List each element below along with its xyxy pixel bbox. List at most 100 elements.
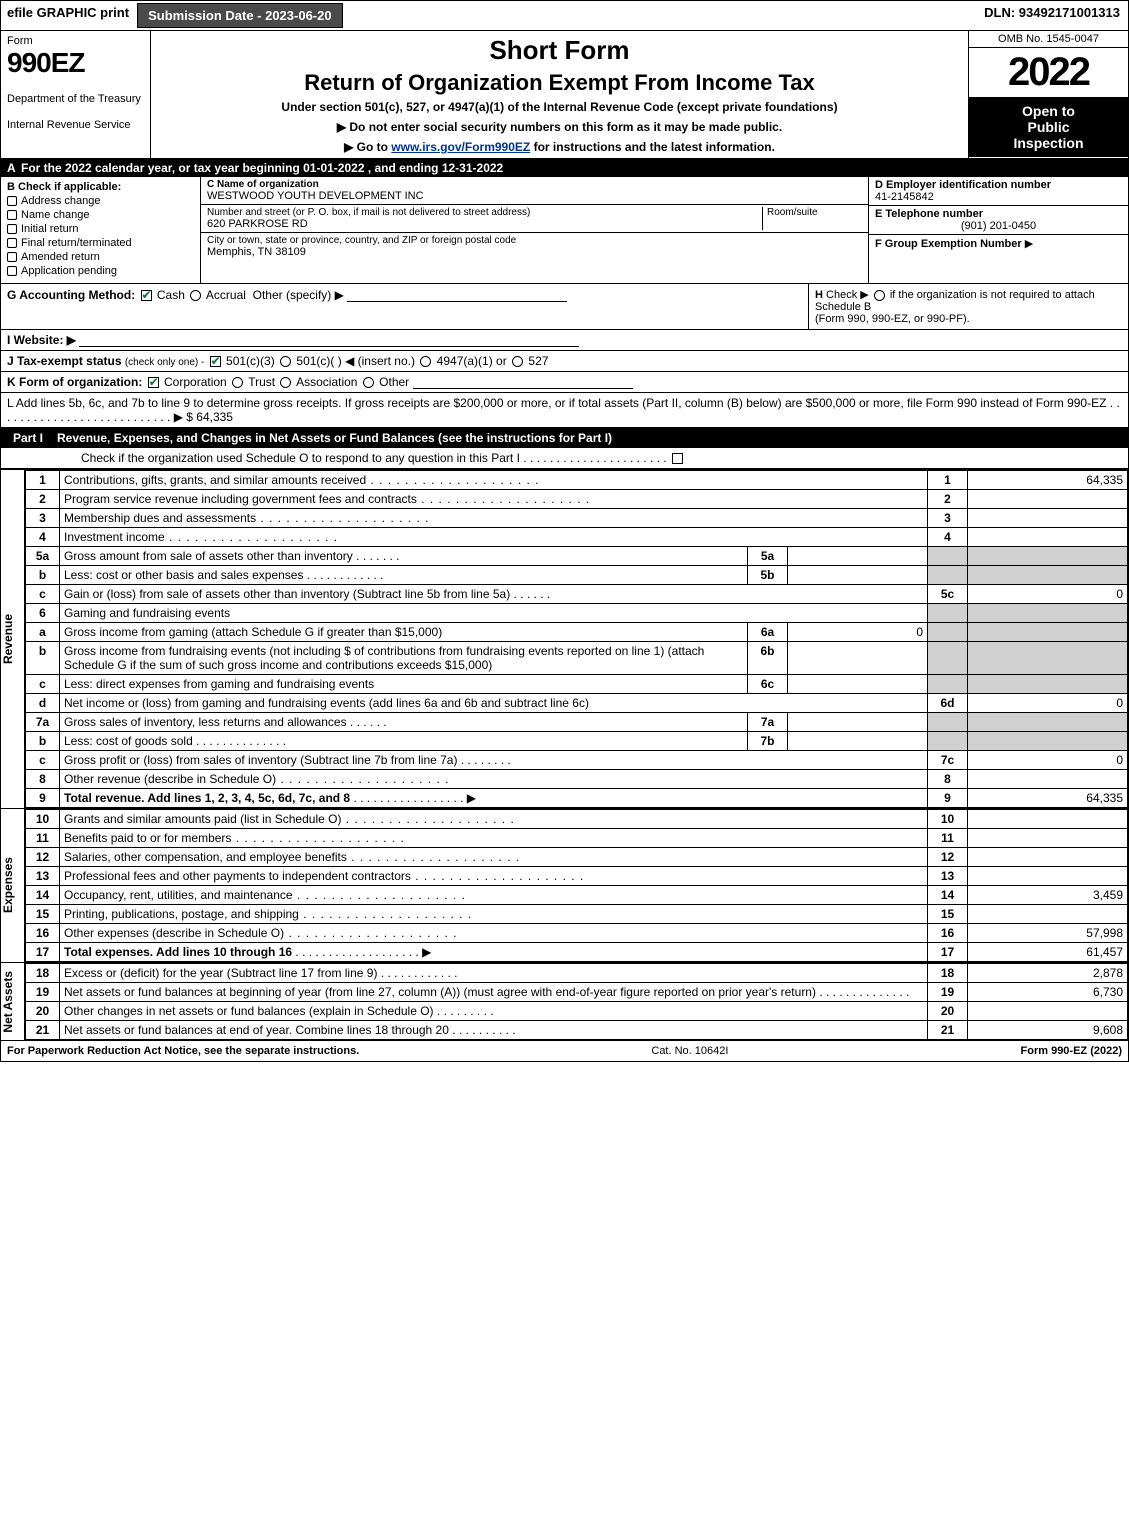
omb-number: OMB No. 1545-0047: [969, 31, 1128, 48]
rad-other-org[interactable]: [363, 377, 374, 388]
form-word: Form: [7, 35, 144, 47]
phone-label: E Telephone number: [875, 208, 1122, 220]
revenue-side-label: Revenue: [1, 470, 25, 808]
submission-date-button[interactable]: Submission Date - 2023-06-20: [137, 3, 343, 28]
part-1-label: Part I: [7, 431, 49, 445]
note-1: ▶ Do not enter social security numbers o…: [157, 120, 962, 134]
part-1-header: Part I Revenue, Expenses, and Changes in…: [1, 428, 1128, 448]
rad-accrual[interactable]: [190, 290, 201, 301]
other-specify-input[interactable]: [347, 288, 567, 302]
irs-link[interactable]: www.irs.gov/Form990EZ: [391, 140, 530, 154]
row-5c: cGain or (loss) from sale of assets othe…: [26, 585, 1128, 604]
cell-org-name: C Name of organization WESTWOOD YOUTH DE…: [201, 177, 868, 205]
city-label: City or town, state or province, country…: [207, 235, 516, 246]
topbar: efile GRAPHIC print Submission Date - 20…: [1, 1, 1128, 31]
chk-corporation[interactable]: [148, 377, 159, 388]
net-assets-side-label: Net Assets: [1, 963, 25, 1040]
k-label: K Form of organization:: [7, 375, 142, 389]
chk-address-change[interactable]: Address change: [7, 195, 194, 207]
expenses-table: 10Grants and similar amounts paid (list …: [25, 809, 1128, 962]
col-c: C Name of organization WESTWOOD YOUTH DE…: [201, 177, 868, 283]
row-i: I Website: ▶: [1, 330, 1128, 351]
other-org-input[interactable]: [413, 375, 633, 389]
group-exemption-arrow: ▶: [1025, 238, 1033, 250]
header-left: Form 990EZ Department of the Treasury In…: [1, 31, 151, 158]
row-l: L Add lines 5b, 6c, and 7b to line 9 to …: [1, 393, 1128, 428]
row-j: J Tax-exempt status (check only one) - 5…: [1, 351, 1128, 372]
row-1: 1Contributions, gifts, grants, and simil…: [26, 471, 1128, 490]
col-b: B Check if applicable: Address change Na…: [1, 177, 201, 283]
street-label: Number and street (or P. O. box, if mail…: [207, 207, 762, 218]
row-6a: aGross income from gaming (attach Schedu…: [26, 623, 1128, 642]
cell-phone: E Telephone number (901) 201-0450: [869, 206, 1128, 235]
website-input[interactable]: [79, 333, 579, 347]
rad-h[interactable]: [874, 290, 885, 301]
row-15: 15Printing, publications, postage, and s…: [26, 905, 1128, 924]
sub-title: Under section 501(c), 527, or 4947(a)(1)…: [157, 100, 962, 114]
chk-final-return[interactable]: Final return/terminated: [7, 237, 194, 249]
chk-name-change[interactable]: Name change: [7, 209, 194, 221]
rad-501c[interactable]: [280, 356, 291, 367]
row-6: 6Gaming and fundraising events: [26, 604, 1128, 623]
row-k: K Form of organization: Corporation Trus…: [1, 372, 1128, 393]
row-5b: bLess: cost or other basis and sales exp…: [26, 566, 1128, 585]
revenue-section: Revenue 1Contributions, gifts, grants, a…: [1, 469, 1128, 808]
row-13: 13Professional fees and other payments t…: [26, 867, 1128, 886]
form-number: 990EZ: [7, 47, 144, 79]
rad-527[interactable]: [512, 356, 523, 367]
expenses-side-label: Expenses: [1, 809, 25, 962]
row-18: 18Excess or (deficit) for the year (Subt…: [26, 964, 1128, 983]
row-19: 19Net assets or fund balances at beginni…: [26, 983, 1128, 1002]
i-label: I Website: ▶: [7, 333, 76, 347]
header-mid: Short Form Return of Organization Exempt…: [151, 31, 968, 158]
row-a: AFor the 2022 calendar year, or tax year…: [1, 159, 1128, 177]
row-16: 16Other expenses (describe in Schedule O…: [26, 924, 1128, 943]
dept-irs: Internal Revenue Service: [7, 119, 144, 131]
row-12: 12Salaries, other compensation, and empl…: [26, 848, 1128, 867]
room-label: Room/suite: [767, 207, 862, 218]
header-right: OMB No. 1545-0047 2022 Open to Public In…: [968, 31, 1128, 158]
row-7b: bLess: cost of goods sold . . . . . . . …: [26, 732, 1128, 751]
tax-year: 2022: [969, 48, 1128, 97]
city-value: Memphis, TN 38109: [207, 246, 516, 258]
col-d: D Employer identification number 41-2145…: [868, 177, 1128, 283]
group-exemption-label: F Group Exemption Number: [875, 238, 1022, 250]
row-7a: 7aGross sales of inventory, less returns…: [26, 713, 1128, 732]
chk-cash[interactable]: [141, 290, 152, 301]
org-name: WESTWOOD YOUTH DEVELOPMENT INC: [207, 190, 862, 202]
chk-schedule-o[interactable]: [672, 453, 683, 464]
rad-trust[interactable]: [232, 377, 243, 388]
inspect-2: Public: [973, 119, 1124, 135]
l-text: L Add lines 5b, 6c, and 7b to line 9 to …: [7, 396, 1106, 410]
row-2: 2Program service revenue including gover…: [26, 490, 1128, 509]
part-1-title: Revenue, Expenses, and Changes in Net As…: [57, 431, 612, 445]
chk-application-pending[interactable]: Application pending: [7, 265, 194, 277]
phone-value: (901) 201-0450: [875, 220, 1122, 232]
short-form-title: Short Form: [157, 35, 962, 66]
dept-treasury: Department of the Treasury: [7, 93, 144, 105]
chk-amended-return[interactable]: Amended return: [7, 251, 194, 263]
row-14: 14Occupancy, rent, utilities, and mainte…: [26, 886, 1128, 905]
row-9: 9Total revenue. Add lines 1, 2, 3, 4, 5c…: [26, 789, 1128, 808]
ein-value: 41-2145842: [875, 191, 1122, 203]
chk-501c3[interactable]: [210, 356, 221, 367]
expenses-section: Expenses 10Grants and similar amounts pa…: [1, 808, 1128, 962]
form-header: Form 990EZ Department of the Treasury In…: [1, 31, 1128, 159]
main-title: Return of Organization Exempt From Incom…: [157, 70, 962, 96]
rad-association[interactable]: [280, 377, 291, 388]
row-20: 20Other changes in net assets or fund ba…: [26, 1002, 1128, 1021]
row-6c: cLess: direct expenses from gaming and f…: [26, 675, 1128, 694]
footer: For Paperwork Reduction Act Notice, see …: [1, 1040, 1128, 1061]
cell-group-exemption: F Group Exemption Number ▶: [869, 235, 1128, 252]
footer-right: Form 990-EZ (2022): [1021, 1045, 1122, 1057]
form-container: efile GRAPHIC print Submission Date - 20…: [0, 0, 1129, 1062]
row-4: 4Investment income4: [26, 528, 1128, 547]
rad-4947[interactable]: [420, 356, 431, 367]
section-b-c-d: B Check if applicable: Address change Na…: [1, 177, 1128, 284]
footer-mid: Cat. No. 10642I: [359, 1045, 1020, 1057]
open-to-public: Open to Public Inspection: [969, 97, 1128, 157]
row-h: H Check ▶ if the organization is not req…: [808, 284, 1128, 329]
note2-pre: ▶ Go to: [344, 140, 391, 154]
row-21: 21Net assets or fund balances at end of …: [26, 1021, 1128, 1040]
chk-initial-return[interactable]: Initial return: [7, 223, 194, 235]
